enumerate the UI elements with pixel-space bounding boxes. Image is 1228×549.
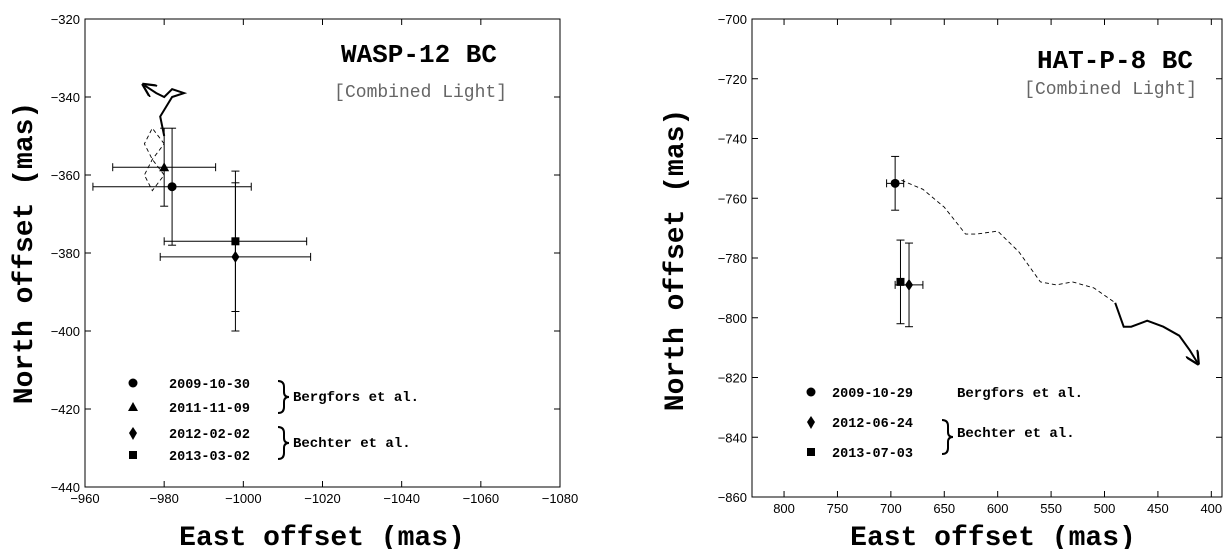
right-points (886, 155, 924, 328)
right-legend: 2009-10-29 Bergfors et al. 2012-06-24 20… (806, 386, 1083, 462)
right-x-tick-label-4: 600 (987, 501, 1009, 516)
right-legend-date-3: 2013-07-03 (832, 447, 913, 462)
right-panel: −860 −840 −820 −800 −780 −760 −740 −720 −700 800… (661, 12, 1223, 549)
right-marker-circle-0 (890, 178, 900, 188)
right-ref-label-1: Bergfors et al. (957, 386, 1083, 402)
left-x-tick-label-3: −1020 (304, 491, 341, 506)
right-dashed-track (901, 179, 1116, 304)
right-y-axis-label: North offset (mas) (661, 109, 692, 411)
left-panel: −440 −420 −400 −380 −360 −340 −320 −960 −980 −10… (10, 12, 578, 549)
right-x-tick-label-5: 550 (1040, 501, 1062, 516)
left-y-tick-label-2: −400 (51, 324, 80, 339)
right-x-axis-label: East offset (mas) (850, 523, 1136, 549)
left-legend-marker-2 (128, 402, 138, 411)
left-solid-track (144, 85, 188, 137)
left-y-tick-label-0: −440 (51, 480, 80, 495)
right-y-tick-label-5: −760 (718, 191, 747, 206)
left-y-axis-label: North offset (mas) (10, 102, 41, 404)
left-x-tick-label-1: −980 (150, 491, 179, 506)
left-data-point-3 (163, 170, 308, 312)
right-x-tick-label-3: 650 (933, 501, 955, 516)
right-data-point-2 (896, 239, 905, 325)
left-legend: 2009-10-30 2011-11-09 2012-02-02 2013-03… (128, 378, 419, 465)
right-track (901, 179, 1198, 363)
left-y-tick-label-4: −360 (51, 168, 80, 183)
right-y-tick-label-6: −740 (718, 132, 747, 147)
left-y-ticks: −440 −420 −400 −380 −360 −340 −320 (51, 12, 560, 495)
left-title: WASP-12 BC (341, 40, 497, 70)
left-x-tick-label-4: −1040 (383, 491, 420, 506)
right-legend-date-1: 2009-10-29 (832, 387, 913, 402)
right-y-tick-label-4: −780 (718, 251, 747, 266)
left-ref-label-2: Bechter et al. (293, 436, 411, 452)
left-x-tick-label-6: −1080 (542, 491, 579, 506)
left-marker-triangle-1 (159, 162, 170, 172)
right-title: HAT-P-8 BC (1037, 46, 1193, 76)
left-legend-date-4: 2013-03-02 (169, 450, 250, 465)
right-x-tick-label-0: 800 (773, 501, 795, 516)
left-marker-circle-0 (167, 182, 177, 192)
right-x-tick-label-6: 500 (1094, 501, 1116, 516)
left-legend-date-2: 2011-11-09 (169, 402, 250, 417)
right-y-tick-label-1: −840 (718, 430, 747, 445)
right-subtitle: [Combined Light] (1024, 80, 1197, 100)
right-ref-label-2: Bechter et al. (957, 426, 1075, 442)
left-x-axis-label: East offset (mas) (179, 523, 465, 549)
left-brace-2 (277, 426, 290, 460)
left-ref-label-1: Bergfors et al. (293, 390, 419, 406)
left-x-tick-label-2: −1000 (225, 491, 262, 506)
right-y-tick-label-2: −820 (718, 371, 747, 386)
right-y-tick-label-8: −700 (718, 12, 747, 27)
left-marker-square-3 (231, 237, 240, 246)
left-points (92, 127, 312, 332)
right-solid-track (1114, 302, 1197, 363)
right-y-tick-label-7: −720 (718, 72, 747, 87)
right-x-tick-label-1: 750 (827, 501, 849, 516)
left-x-tick-label-5: −1060 (463, 491, 500, 506)
right-y-tick-label-0: −860 (718, 490, 747, 505)
right-legend-marker-2 (807, 416, 815, 429)
right-legend-date-2: 2012-06-24 (832, 417, 913, 432)
left-legend-marker-3 (129, 427, 137, 440)
left-brace-1 (277, 380, 290, 414)
right-x-tick-label-7: 450 (1147, 501, 1169, 516)
left-subtitle: [Combined Light] (334, 83, 507, 103)
left-y-tick-label-6: −320 (51, 12, 80, 27)
right-marker-diamond-1 (905, 278, 914, 291)
left-dashed-track (143, 127, 165, 192)
left-x-ticks: −960 −980 −1000 −1020 −1040 −1060 −1080 (70, 19, 578, 506)
left-legend-date-1: 2009-10-30 (169, 378, 250, 393)
right-data-point-0 (886, 155, 905, 211)
left-data-point-0 (92, 127, 252, 246)
left-x-tick-label-0: −960 (70, 491, 99, 506)
right-legend-marker-3 (807, 448, 815, 456)
left-legend-date-3: 2012-02-02 (169, 428, 250, 443)
left-track (143, 85, 188, 192)
left-y-tick-label-1: −420 (51, 402, 80, 417)
left-legend-marker-4 (129, 451, 137, 459)
left-data-point-1 (112, 127, 217, 207)
right-marker-square-2 (896, 277, 905, 286)
left-y-tick-label-5: −340 (51, 90, 80, 105)
right-legend-marker-1 (806, 387, 816, 397)
right-y-ticks: −860 −840 −820 −800 −780 −760 −740 −720 −700 (718, 12, 1222, 505)
left-legend-marker-1 (128, 378, 138, 388)
left-y-tick-label-3: −380 (51, 246, 80, 261)
right-x-tick-label-2: 700 (880, 501, 902, 516)
right-brace (941, 419, 954, 455)
right-y-tick-label-3: −800 (718, 311, 747, 326)
right-x-ticks: 800 750 700 650 600 550 500 450 400 (773, 19, 1222, 516)
right-x-tick-label-8: 400 (1200, 501, 1222, 516)
